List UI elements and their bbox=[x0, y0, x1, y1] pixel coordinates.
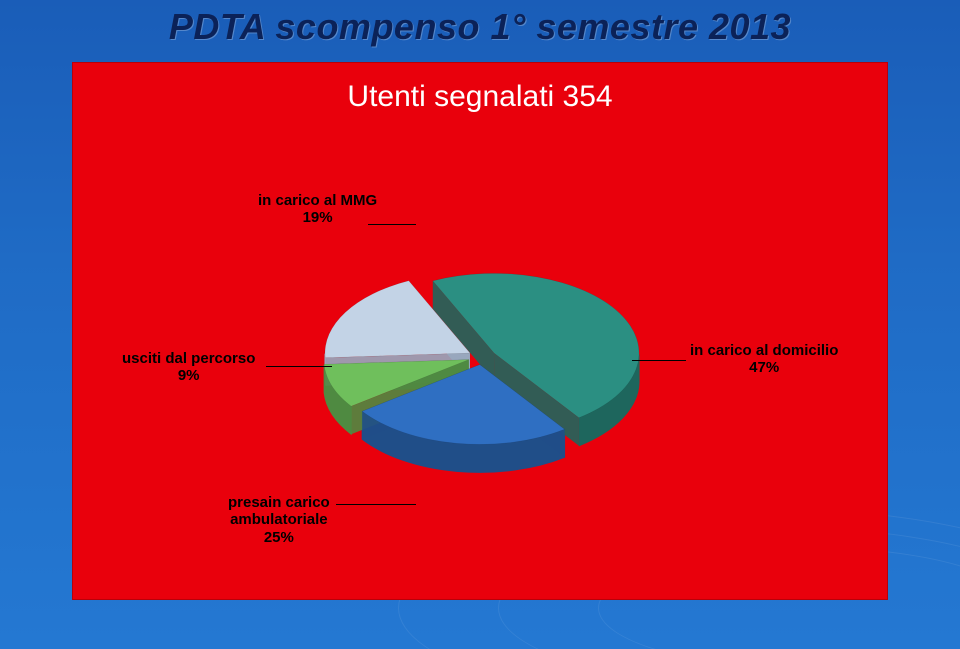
pie-chart bbox=[282, 212, 682, 532]
page-title: PDTA scompenso 1° semestre 2013 bbox=[0, 6, 960, 48]
pie-chart-svg bbox=[282, 212, 682, 532]
leader-line bbox=[336, 504, 416, 505]
slice-label-ambulatoriale: presain carico ambulatoriale 25% bbox=[228, 494, 330, 546]
slice-label-mmg: in carico al MMG 19% bbox=[258, 192, 377, 227]
leader-line bbox=[368, 224, 416, 225]
chart-panel: Utenti segnalati 354 in carico al MMG 19… bbox=[72, 62, 888, 600]
slice-label-domicilio: in carico al domicilio 47% bbox=[690, 342, 838, 377]
chart-subtitle: Utenti segnalati 354 bbox=[72, 80, 888, 114]
leader-line bbox=[632, 360, 686, 361]
leader-line bbox=[266, 366, 332, 367]
slice-label-usciti: usciti dal percorso 9% bbox=[122, 350, 255, 385]
